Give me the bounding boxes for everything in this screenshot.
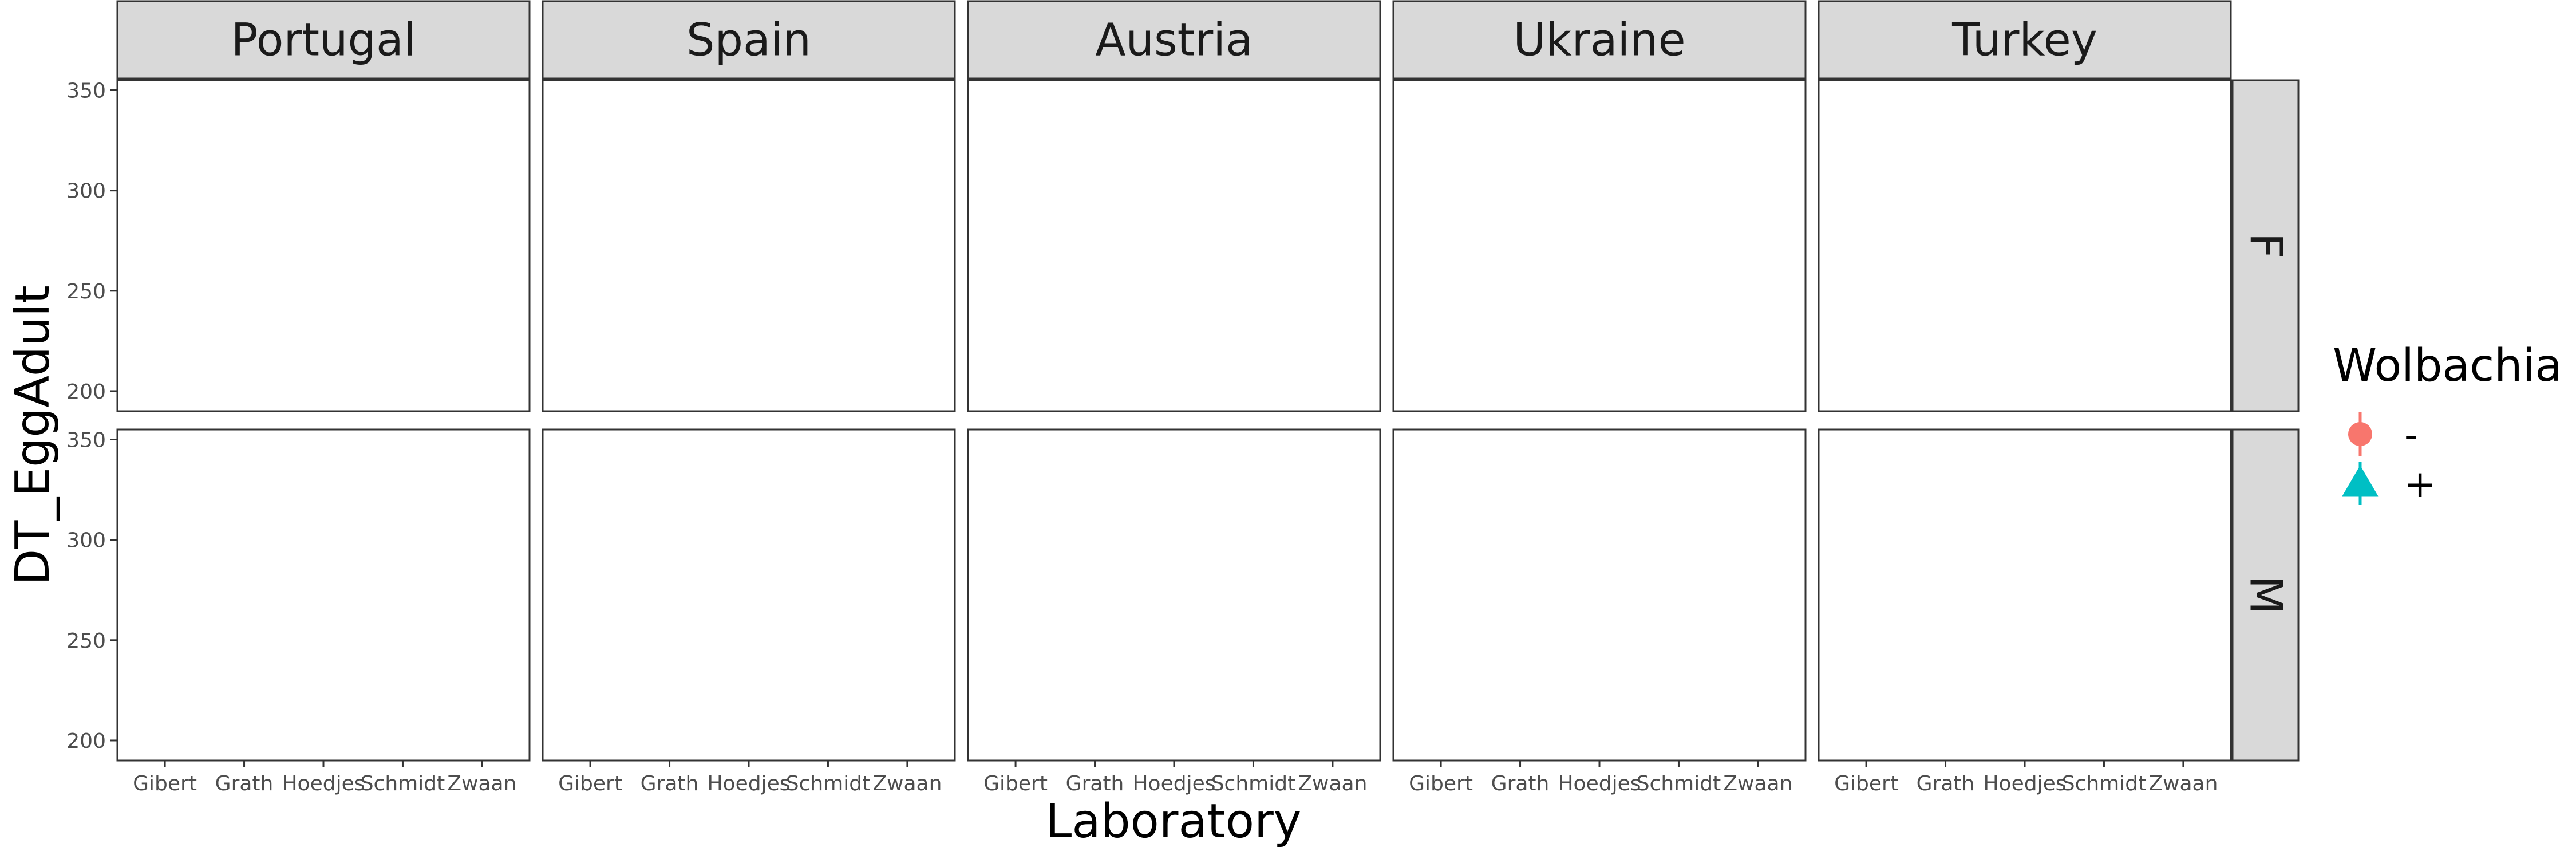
panel-portugal-f	[116, 79, 531, 412]
y-tick-label: 250	[66, 280, 106, 304]
legend-title: Wolbachia	[2333, 340, 2562, 392]
y-tick-label: 250	[66, 629, 106, 653]
legend-entry-label: +	[2404, 462, 2436, 506]
x-tick-label: Gibert	[1409, 772, 1473, 795]
panel-border	[967, 428, 1381, 762]
x-tick-label: Zwaan	[872, 772, 942, 795]
x-tick-label: Hoedjes	[1132, 772, 1215, 795]
legend-key-marker	[2348, 422, 2372, 446]
panel-border	[1392, 79, 1807, 412]
strip-column-bg	[542, 0, 956, 80]
x-tick-label: Zwaan	[1723, 772, 1792, 795]
y-tick-label: 350	[66, 80, 106, 103]
x-tick-label: Hoedjes	[707, 772, 790, 795]
x-tick-label: Schmidt	[1211, 772, 1296, 795]
strip-row-label: M	[2240, 576, 2291, 614]
panel-spain-m	[542, 428, 956, 762]
x-tick-label: Zwaan	[1298, 772, 1367, 795]
x-tick-label: Grath	[1066, 772, 1124, 795]
strip-column-label: Ukraine	[1513, 15, 1685, 66]
strip-row-f: F	[2231, 79, 2300, 412]
panel-border	[116, 428, 531, 762]
strip-column-label: Spain	[686, 15, 811, 66]
legend-entry-minus: -	[2348, 412, 2418, 457]
x-tick-label: Gibert	[133, 772, 197, 795]
y-tick-label: 300	[66, 529, 106, 553]
x-tick-label: Grath	[641, 772, 699, 795]
strip-column-bg	[1392, 0, 1807, 80]
strip-column-ukraine: Ukraine	[1392, 0, 1807, 80]
panel-austria-f	[967, 79, 1381, 412]
strip-column-turkey: Turkey	[1818, 0, 2232, 80]
x-tick-label: Schmidt	[2062, 772, 2147, 795]
panel-border	[1818, 79, 2232, 412]
strip-column-spain: Spain	[542, 0, 956, 80]
x-tick-label: Hoedjes	[1983, 772, 2066, 795]
panel-border	[967, 79, 1381, 412]
panel-turkey-m	[1818, 428, 2232, 762]
panel-portugal-m	[116, 428, 531, 762]
y-tick-label: 200	[66, 730, 106, 753]
strip-column-label: Austria	[1095, 15, 1253, 66]
strip-column-bg	[116, 0, 531, 80]
panel-border	[542, 428, 956, 762]
panel-ukraine-f	[1392, 79, 1807, 412]
y-tick-label: 350	[66, 429, 106, 452]
panel-turkey-f	[1818, 79, 2232, 412]
strip-column-bg	[967, 0, 1381, 80]
strip-row-bg	[2231, 79, 2300, 412]
x-tick-label: Zwaan	[447, 772, 516, 795]
x-tick-label: Grath	[1491, 772, 1550, 795]
strip-row-label: F	[2240, 233, 2291, 259]
strip-column-label: Portugal	[231, 15, 416, 66]
panels-layer: Portugal Spain Austria Ukraine Turkey F M 200 25…	[66, 0, 2300, 795]
panel-ukraine-m	[1392, 428, 1807, 762]
strip-column-label: Turkey	[1951, 15, 2097, 66]
x-tick-label: Gibert	[983, 772, 1048, 795]
x-tick-label: Grath	[215, 772, 274, 795]
x-tick-label: Hoedjes	[1558, 772, 1641, 795]
y-axis-title: DT_EggAdult	[6, 285, 60, 585]
x-tick-label: Gibert	[558, 772, 622, 795]
strip-column-portugal: Portugal	[116, 0, 531, 80]
legend-entry-label: -	[2404, 413, 2418, 457]
y-tick-label: 300	[66, 180, 106, 203]
panel-border	[1392, 428, 1807, 762]
panel-border	[1818, 428, 2232, 762]
x-axis-title: Laboratory	[1046, 794, 1302, 849]
legend-entry-plus: +	[2342, 462, 2436, 506]
panel-austria-m	[967, 428, 1381, 762]
x-tick-label: Gibert	[1834, 772, 1898, 795]
legend: Wolbachia - +	[2333, 340, 2562, 506]
panel-border	[542, 79, 956, 412]
x-tick-label: Grath	[1917, 772, 1975, 795]
strip-column-austria: Austria	[967, 0, 1381, 80]
x-tick-label: Zwaan	[2148, 772, 2218, 795]
panel-border	[116, 79, 531, 412]
strip-column-bg	[1818, 0, 2232, 80]
x-tick-label: Schmidt	[786, 772, 871, 795]
strip-row-m: M	[2231, 428, 2300, 762]
x-tick-label: Hoedjes	[282, 772, 365, 795]
strip-row-bg	[2231, 428, 2300, 762]
panel-spain-f	[542, 79, 956, 412]
x-tick-label: Schmidt	[361, 772, 445, 795]
legend-key-marker	[2342, 465, 2379, 497]
y-tick-label: 200	[66, 380, 106, 404]
x-tick-label: Schmidt	[1637, 772, 1721, 795]
